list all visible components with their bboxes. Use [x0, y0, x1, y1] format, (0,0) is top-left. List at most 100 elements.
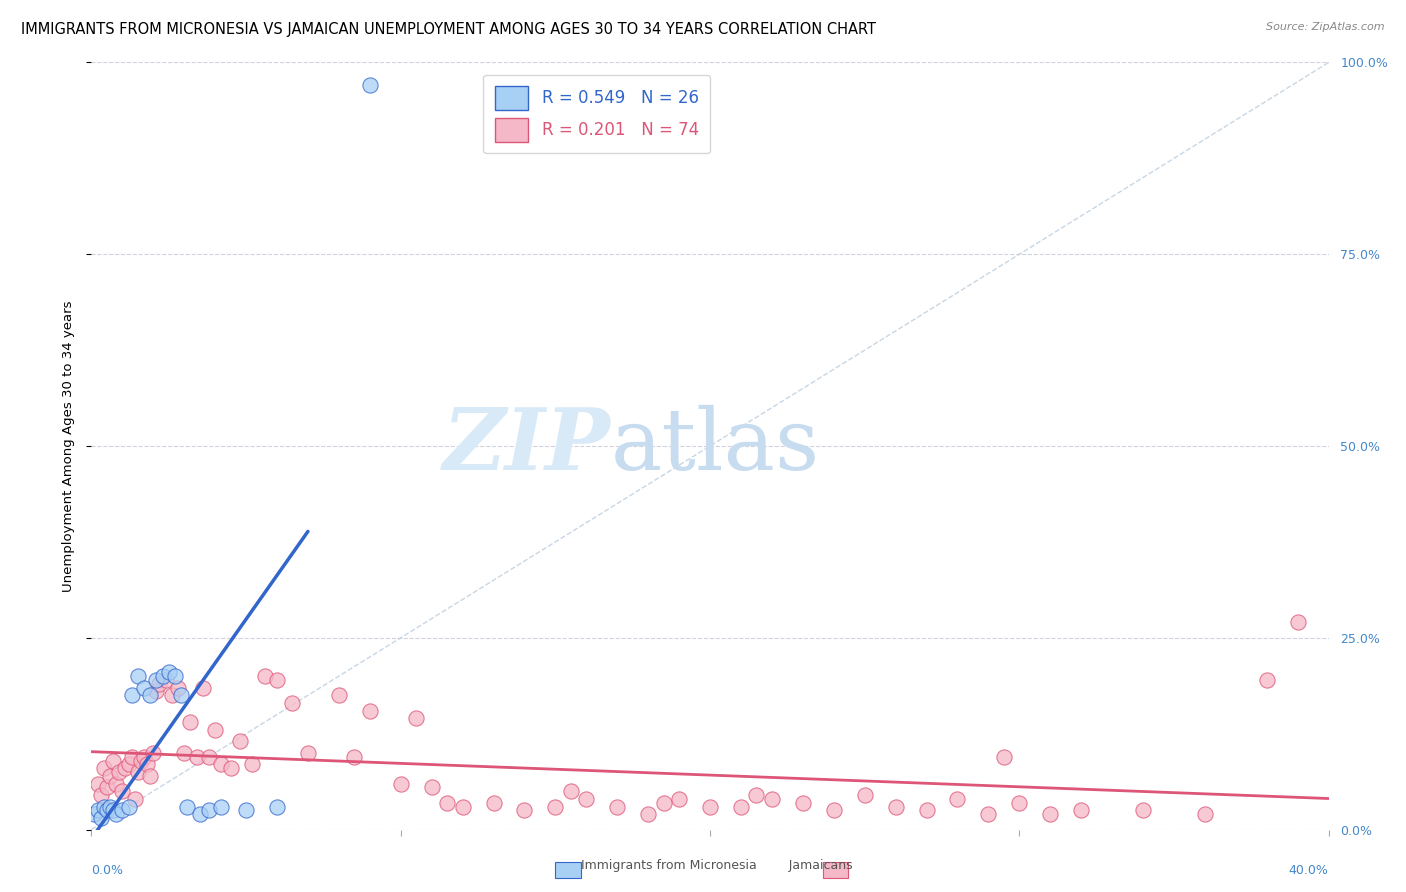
Point	[93, 761, 115, 775]
Point	[176, 799, 198, 814]
Point	[637, 807, 659, 822]
Point	[544, 799, 567, 814]
Point	[111, 804, 134, 818]
Point	[993, 749, 1015, 764]
Point	[132, 749, 155, 764]
Point	[198, 804, 221, 818]
Point	[884, 799, 907, 814]
Point	[152, 669, 174, 683]
Point	[90, 811, 112, 825]
Y-axis label: Unemployment Among Ages 30 to 34 years: Unemployment Among Ages 30 to 34 years	[62, 301, 76, 591]
Point	[482, 796, 505, 810]
Text: Immigrants from Micronesia        Jamaicans: Immigrants from Micronesia Jamaicans	[553, 859, 853, 872]
Point	[145, 684, 167, 698]
Point	[117, 757, 139, 772]
Point	[209, 757, 232, 772]
Point	[157, 665, 180, 680]
Point	[121, 689, 143, 703]
Point	[101, 754, 124, 768]
Point	[186, 749, 208, 764]
Point	[127, 765, 149, 780]
Point	[132, 681, 155, 695]
Point	[139, 689, 162, 703]
Text: atlas: atlas	[612, 404, 820, 488]
Legend: R = 0.549   N = 26, R = 0.201   N = 74: R = 0.549 N = 26, R = 0.201 N = 74	[484, 75, 710, 153]
Point	[86, 804, 108, 818]
Point	[121, 749, 143, 764]
Point	[86, 776, 108, 790]
Point	[101, 804, 124, 818]
Point	[946, 792, 969, 806]
Point	[235, 804, 257, 818]
Point	[405, 711, 427, 725]
Point	[160, 689, 183, 703]
Text: 0.0%: 0.0%	[91, 864, 124, 877]
Point	[129, 754, 152, 768]
Text: IMMIGRANTS FROM MICRONESIA VS JAMAICAN UNEMPLOYMENT AMONG AGES 30 TO 34 YEARS CO: IMMIGRANTS FROM MICRONESIA VS JAMAICAN U…	[21, 22, 876, 37]
Point	[117, 799, 139, 814]
Point	[1286, 615, 1309, 630]
Point	[93, 799, 115, 814]
Point	[83, 807, 105, 822]
Point	[142, 746, 165, 760]
Point	[1070, 804, 1092, 818]
Point	[111, 784, 134, 798]
Point	[240, 757, 263, 772]
Point	[108, 765, 131, 780]
Point	[1256, 673, 1278, 687]
Point	[98, 769, 121, 783]
Point	[179, 715, 201, 730]
Point	[124, 792, 146, 806]
Point	[668, 792, 690, 806]
Point	[90, 788, 112, 802]
Point	[436, 796, 458, 810]
Point	[1008, 796, 1031, 810]
Text: 40.0%: 40.0%	[1289, 864, 1329, 877]
Point	[560, 784, 582, 798]
Point	[219, 761, 242, 775]
Point	[188, 807, 211, 822]
Point	[281, 696, 304, 710]
Point	[745, 788, 768, 802]
Point	[155, 673, 177, 687]
Point	[163, 669, 186, 683]
Point	[652, 796, 675, 810]
Point	[1132, 804, 1154, 818]
Point	[359, 704, 381, 718]
Point	[136, 757, 159, 772]
Point	[328, 689, 350, 703]
Point	[105, 776, 128, 790]
Point	[127, 669, 149, 683]
Point	[145, 673, 167, 687]
Point	[730, 799, 752, 814]
Point	[253, 669, 276, 683]
Point	[792, 796, 814, 810]
Point	[105, 807, 128, 822]
Text: ZIP: ZIP	[443, 404, 612, 488]
Text: Source: ZipAtlas.com: Source: ZipAtlas.com	[1267, 22, 1385, 32]
Point	[1194, 807, 1216, 822]
Point	[451, 799, 474, 814]
Point	[389, 776, 412, 790]
Point	[1039, 807, 1062, 822]
Point	[170, 689, 193, 703]
Point	[198, 749, 221, 764]
Point	[359, 78, 381, 93]
Point	[699, 799, 721, 814]
Point	[96, 804, 118, 818]
Point	[513, 804, 536, 818]
Point	[343, 749, 366, 764]
Point	[297, 746, 319, 760]
Point	[823, 804, 845, 818]
Point	[915, 804, 938, 818]
Point	[204, 723, 226, 737]
Point	[266, 673, 288, 687]
Point	[853, 788, 876, 802]
Point	[98, 799, 121, 814]
Point	[229, 734, 252, 748]
Point	[575, 792, 598, 806]
Point	[420, 780, 443, 795]
Point	[977, 807, 1000, 822]
Point	[114, 761, 136, 775]
Point	[139, 769, 162, 783]
